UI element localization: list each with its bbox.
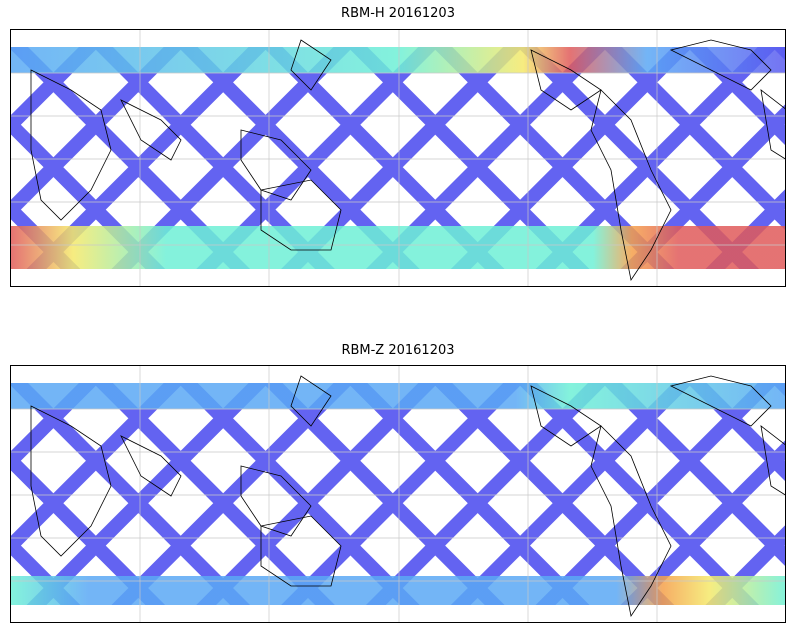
coastlines (30, 39, 785, 282)
graticule (11, 366, 785, 622)
swath-map-bottom (11, 366, 785, 622)
map-panel-bottom (10, 365, 786, 623)
graticule (11, 30, 785, 286)
swath-map-top (11, 30, 785, 286)
panel-title-bottom: RBM-Z 20161203 (341, 343, 455, 358)
swath-bottom-strip (11, 576, 785, 605)
map-panel-top (10, 29, 786, 287)
swath-top-strip (11, 383, 785, 409)
panel-title-top: RBM-H 20161203 (341, 6, 455, 21)
coastlines (30, 375, 785, 618)
swath-bottom-strip (11, 226, 785, 269)
swath-band (11, 383, 785, 605)
swath-top-strip (11, 47, 785, 73)
